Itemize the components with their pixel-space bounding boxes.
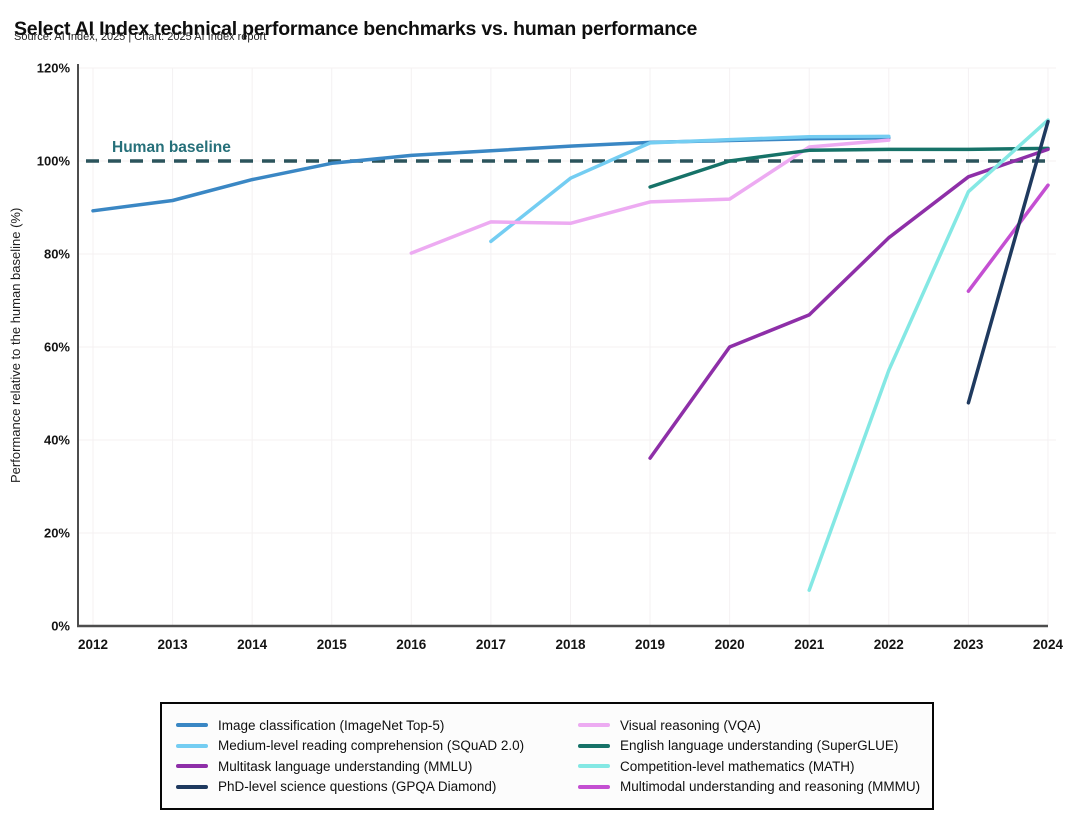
x-tick-label: 2018 — [555, 637, 586, 652]
legend-item-7: Multimodal understanding and reasoning (… — [578, 779, 920, 794]
series-line-3 — [966, 119, 1050, 405]
series-line-5 — [648, 146, 1050, 189]
page-title: Select AI Index technical performance be… — [14, 18, 698, 41]
y-tick-label: 120% — [37, 61, 71, 76]
y-axis-label: Performance relative to the human baseli… — [8, 207, 23, 484]
y-tick-label: 100% — [37, 154, 71, 169]
legend-swatch-icon — [578, 764, 610, 769]
legend-item-4: Visual reasoning (VQA) — [578, 718, 920, 733]
x-tick-label: 2017 — [476, 637, 506, 652]
series-line-7 — [966, 183, 1050, 293]
y-tick-label: 40% — [44, 433, 70, 448]
legend-label: Visual reasoning (VQA) — [620, 717, 761, 733]
x-tick-label: 2023 — [953, 637, 984, 652]
x-tick-label: 2013 — [158, 637, 189, 652]
series-line-1 — [489, 134, 891, 244]
legend-item-2: Multitask language understanding (MMLU) — [176, 759, 578, 774]
legend-swatch-icon — [176, 784, 208, 789]
x-tick-label: 2021 — [794, 637, 825, 652]
legend-label: PhD-level science questions (GPQA Diamon… — [218, 779, 497, 795]
legend-swatch-icon — [176, 764, 208, 769]
source-caption: Source: AI Index, 2025 | Chart: 2025 AI … — [14, 31, 267, 43]
legend: Image classification (ImageNet Top-5) Med… — [160, 702, 934, 810]
legend-swatch-icon — [176, 743, 208, 748]
x-tick-label: 2020 — [715, 637, 745, 652]
x-tick-label: 2024 — [1033, 637, 1064, 652]
legend-item-3: PhD-level science questions (GPQA Diamon… — [176, 779, 578, 794]
x-tick-label: 2014 — [237, 637, 268, 652]
legend-item-1: Medium-level reading comprehension (SQuA… — [176, 738, 578, 753]
x-tick-label: 2016 — [396, 637, 427, 652]
legend-swatch-icon — [578, 784, 610, 789]
legend-swatch-icon — [578, 743, 610, 748]
legend-swatch-icon — [578, 723, 610, 728]
legend-label: Multitask language understanding (MMLU) — [218, 758, 473, 774]
human-baseline-label: Human baseline — [112, 139, 231, 156]
y-tick-label: 60% — [44, 340, 70, 355]
series-line-2 — [648, 147, 1050, 460]
legend-item-0: Image classification (ImageNet Top-5) — [176, 718, 578, 733]
legend-label: English language understanding (SuperGLU… — [620, 738, 899, 754]
legend-item-6: Competition-level mathematics (MATH) — [578, 759, 920, 774]
series-line-6 — [807, 118, 1050, 592]
series-line-4 — [409, 138, 891, 255]
legend-label: Image classification (ImageNet Top-5) — [218, 717, 445, 733]
legend-label: Multimodal understanding and reasoning (… — [620, 779, 921, 795]
legend-swatch-icon — [176, 723, 208, 728]
x-tick-label: 2019 — [635, 637, 665, 652]
legend-label: Competition-level mathematics (MATH) — [620, 758, 855, 774]
y-tick-label: 20% — [44, 526, 70, 541]
legend-label: Medium-level reading comprehension (SQuA… — [218, 738, 525, 754]
x-tick-label: 2022 — [874, 637, 904, 652]
y-tick-label: 0% — [51, 619, 70, 634]
x-tick-label: 2012 — [78, 637, 108, 652]
y-tick-label: 80% — [44, 247, 70, 262]
x-tick-label: 2015 — [317, 637, 348, 652]
legend-item-5: English language understanding (SuperGLU… — [578, 738, 920, 753]
